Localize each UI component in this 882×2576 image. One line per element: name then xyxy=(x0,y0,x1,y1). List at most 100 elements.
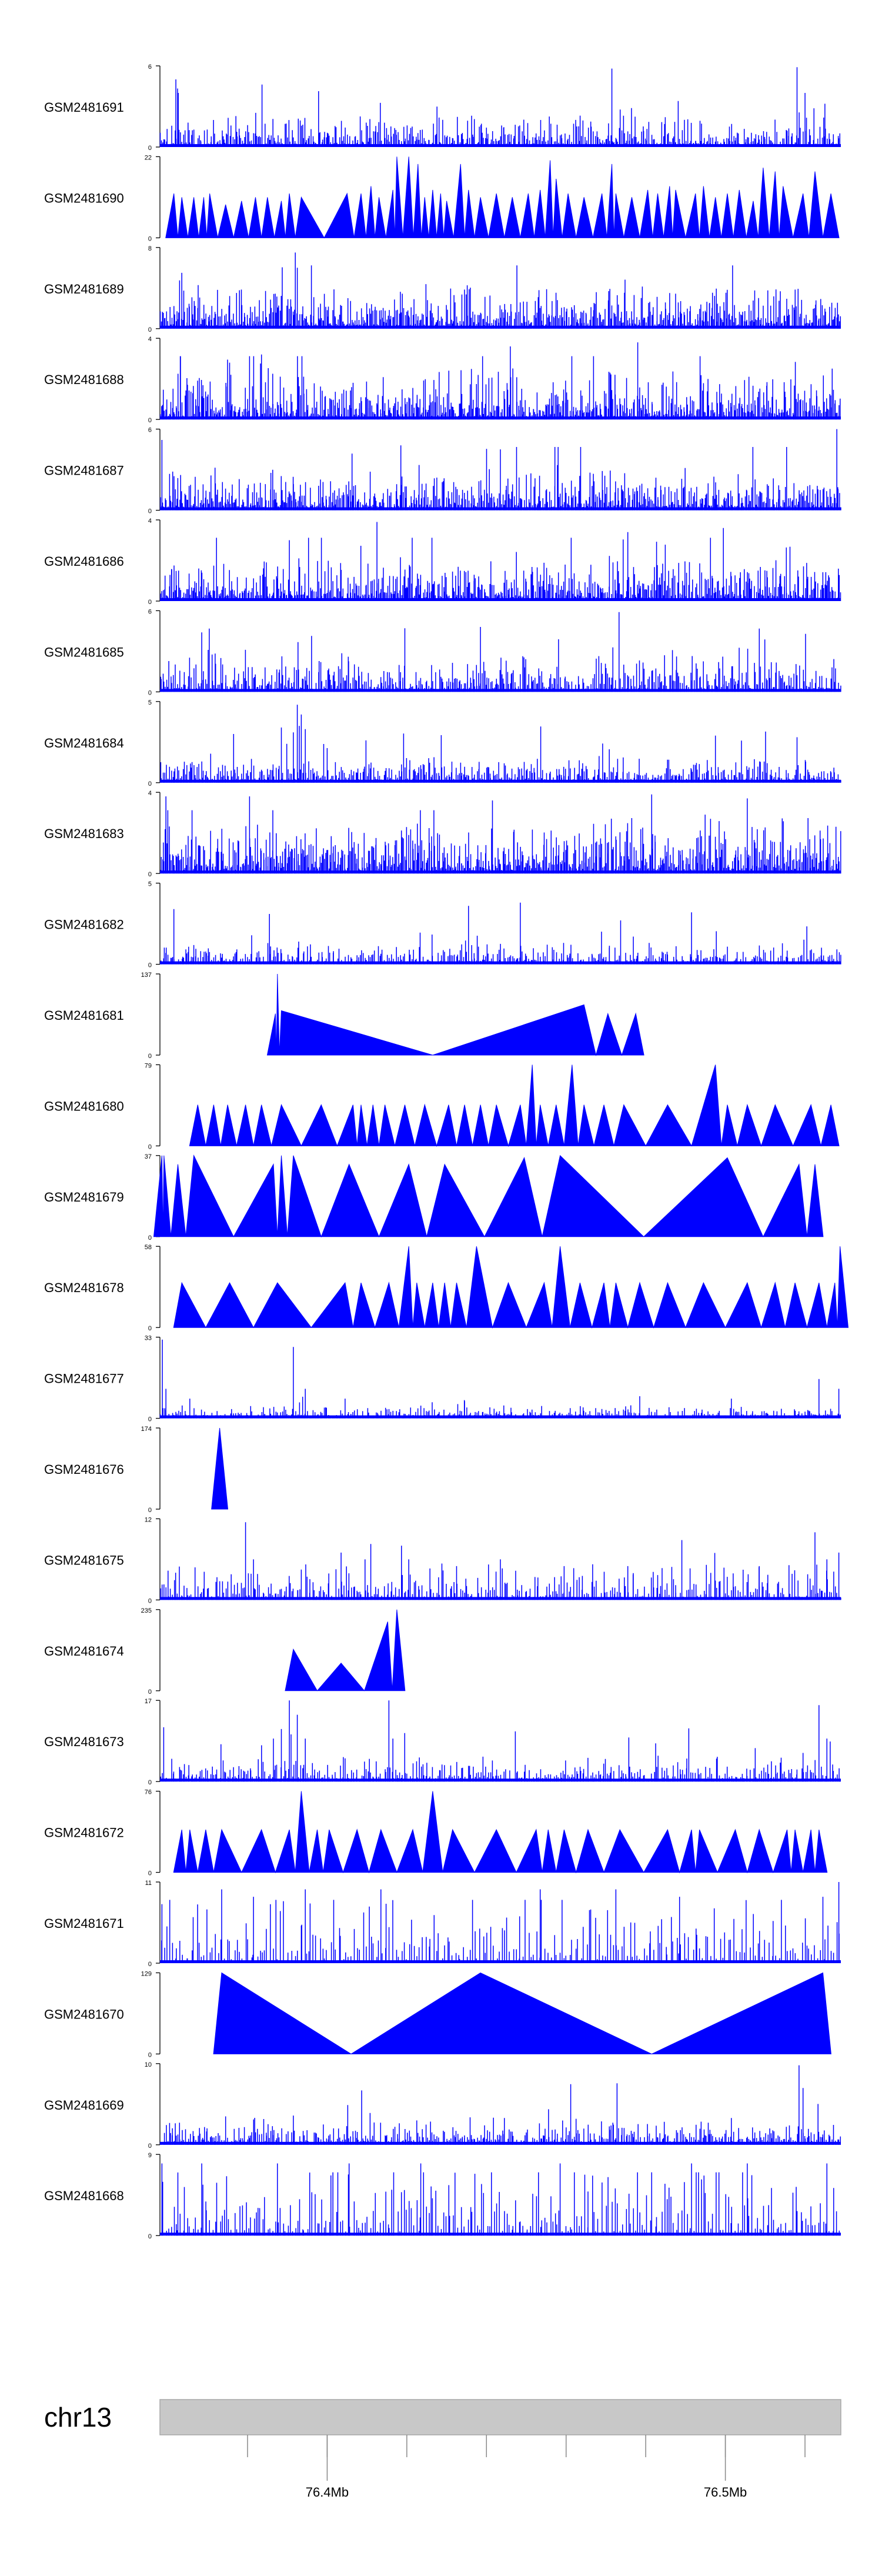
y-axis-max-label: 11 xyxy=(145,1880,152,1887)
track-GSM2481669: GSM2481669 10 0 xyxy=(44,2061,841,2150)
y-axis-zero-label: 0 xyxy=(148,1779,152,1786)
y-axis-max-label: 37 xyxy=(145,1153,152,1160)
signal-baseline xyxy=(160,2141,841,2145)
track-GSM2481676: GSM2481676 174 0 xyxy=(44,1426,229,1514)
y-axis-max-label: 22 xyxy=(145,154,152,161)
y-axis-zero-label: 0 xyxy=(148,235,152,242)
track-label: GSM2481676 xyxy=(44,1462,124,1477)
y-axis-zero-label: 0 xyxy=(148,962,152,969)
signal-tracks: GSM248169160GSM2481690220GSM248168980GSM… xyxy=(44,64,849,2240)
track-label: GSM2481681 xyxy=(44,1008,124,1023)
signal-baseline xyxy=(160,416,841,420)
y-axis-zero-label: 0 xyxy=(148,2051,152,2058)
signal-bars xyxy=(159,342,841,420)
y-axis-max-label: 17 xyxy=(145,1698,152,1705)
y-axis-zero-label: 0 xyxy=(148,2143,152,2150)
y-axis-zero-label: 0 xyxy=(148,1870,152,1877)
y-axis-max-label: 33 xyxy=(145,1335,152,1342)
y-axis-max-label: 76 xyxy=(145,1789,152,1796)
track-GSM2481670: GSM2481670 129 0 xyxy=(44,1970,831,2058)
coverage-area xyxy=(285,1609,406,1691)
track-label: GSM2481686 xyxy=(44,554,124,569)
y-axis-max-label: 6 xyxy=(148,608,152,615)
track-GSM2481689: GSM2481689 8 0 xyxy=(44,245,841,333)
y-axis-max-label: 137 xyxy=(141,972,152,979)
track-label: GSM2481689 xyxy=(44,282,124,296)
signal-bars xyxy=(159,1339,841,1419)
coverage-area xyxy=(153,1154,824,1238)
track-GSM2481679: GSM2481679 37 0 xyxy=(44,1153,824,1242)
track-label: GSM2481690 xyxy=(44,191,124,205)
track-GSM2481673: GSM2481673 17 0 xyxy=(44,1698,841,1786)
coverage-area xyxy=(266,973,644,1056)
y-axis-max-label: 8 xyxy=(148,245,152,252)
y-axis-max-label: 235 xyxy=(141,1607,152,1614)
track-label: GSM2481691 xyxy=(44,100,124,115)
y-axis-zero-label: 0 xyxy=(148,2233,152,2240)
y-axis-max-label: 5 xyxy=(148,699,152,706)
y-axis-zero-label: 0 xyxy=(148,1325,152,1332)
track-GSM2481684: GSM2481684 5 0 xyxy=(44,699,841,788)
signal-bars xyxy=(159,252,841,329)
signal-bars xyxy=(160,1522,841,1600)
track-GSM2481691: GSM2481691 6 0 xyxy=(44,64,841,152)
y-axis-zero-label: 0 xyxy=(148,689,152,696)
y-axis-zero-label: 0 xyxy=(148,871,152,878)
signal-bars xyxy=(160,522,841,601)
track-label: GSM2481677 xyxy=(44,1372,124,1386)
signal-bars xyxy=(160,429,841,510)
coverage-area xyxy=(165,156,840,239)
track-GSM2481678: GSM2481678 58 0 xyxy=(44,1244,849,1332)
track-label: GSM2481675 xyxy=(44,1553,124,1567)
y-axis-zero-label: 0 xyxy=(148,1053,152,1060)
signal-bars xyxy=(160,794,841,874)
track-GSM2481677: GSM2481677 33 0 xyxy=(44,1335,841,1423)
signal-bars xyxy=(160,612,841,692)
y-axis-zero-label: 0 xyxy=(148,508,152,515)
y-axis-max-label: 79 xyxy=(145,1062,152,1069)
track-label: GSM2481668 xyxy=(44,2188,124,2203)
y-axis-max-label: 58 xyxy=(145,1244,152,1251)
y-axis-max-label: 174 xyxy=(141,1426,152,1433)
track-label: GSM2481683 xyxy=(44,826,124,841)
y-axis-max-label: 4 xyxy=(148,336,152,343)
chromosome-axis: chr13 76.4Mb 76.5Mb xyxy=(44,2399,841,2500)
y-axis-max-label: 6 xyxy=(148,427,152,434)
signal-bars xyxy=(161,902,841,965)
track-GSM2481685: GSM2481685 6 0 xyxy=(44,608,841,696)
track-label: GSM2481674 xyxy=(44,1644,124,1659)
track-GSM2481682: GSM2481682 5 0 xyxy=(44,881,841,969)
track-GSM2481688: GSM2481688 4 0 xyxy=(44,336,841,424)
y-axis-zero-label: 0 xyxy=(148,1689,152,1696)
track-GSM2481690: GSM2481690 22 0 xyxy=(44,154,840,242)
track-label: GSM2481673 xyxy=(44,1734,124,1749)
signal-bars xyxy=(160,705,841,783)
track-label: GSM2481688 xyxy=(44,372,124,387)
y-axis-zero-label: 0 xyxy=(148,326,152,333)
signal-bars xyxy=(160,2065,841,2145)
track-label: GSM2481680 xyxy=(44,1099,124,1113)
y-axis-max-label: 4 xyxy=(148,518,152,525)
y-axis-zero-label: 0 xyxy=(148,1416,152,1423)
track-GSM2481683: GSM2481683 4 0 xyxy=(44,790,841,878)
chromosome-ideogram-bar xyxy=(159,2399,841,2435)
y-axis-zero-label: 0 xyxy=(148,1234,152,1242)
track-label: GSM2481669 xyxy=(44,2098,124,2113)
x-axis-tick-label: 76.4Mb xyxy=(306,2485,349,2500)
track-label: GSM2481682 xyxy=(44,917,124,932)
signal-bars xyxy=(160,1700,841,1782)
signal-bars xyxy=(161,2163,840,2236)
track-label: GSM2481679 xyxy=(44,1190,124,1204)
coverage-area xyxy=(189,1065,840,1147)
y-axis-max-label: 12 xyxy=(145,1516,152,1523)
track-GSM2481686: GSM2481686 4 0 xyxy=(44,518,841,606)
y-axis-zero-label: 0 xyxy=(148,1597,152,1604)
track-GSM2481674: GSM2481674 235 0 xyxy=(44,1607,406,1696)
track-GSM2481687: GSM2481687 6 0 xyxy=(44,427,841,515)
coverage-area xyxy=(173,1246,849,1329)
track-GSM2481675: GSM2481675 12 0 xyxy=(44,1516,841,1604)
x-axis-ticks: 76.4Mb 76.5Mb xyxy=(247,2435,806,2500)
y-axis-zero-label: 0 xyxy=(148,145,152,152)
coverage-area xyxy=(173,1791,828,1874)
